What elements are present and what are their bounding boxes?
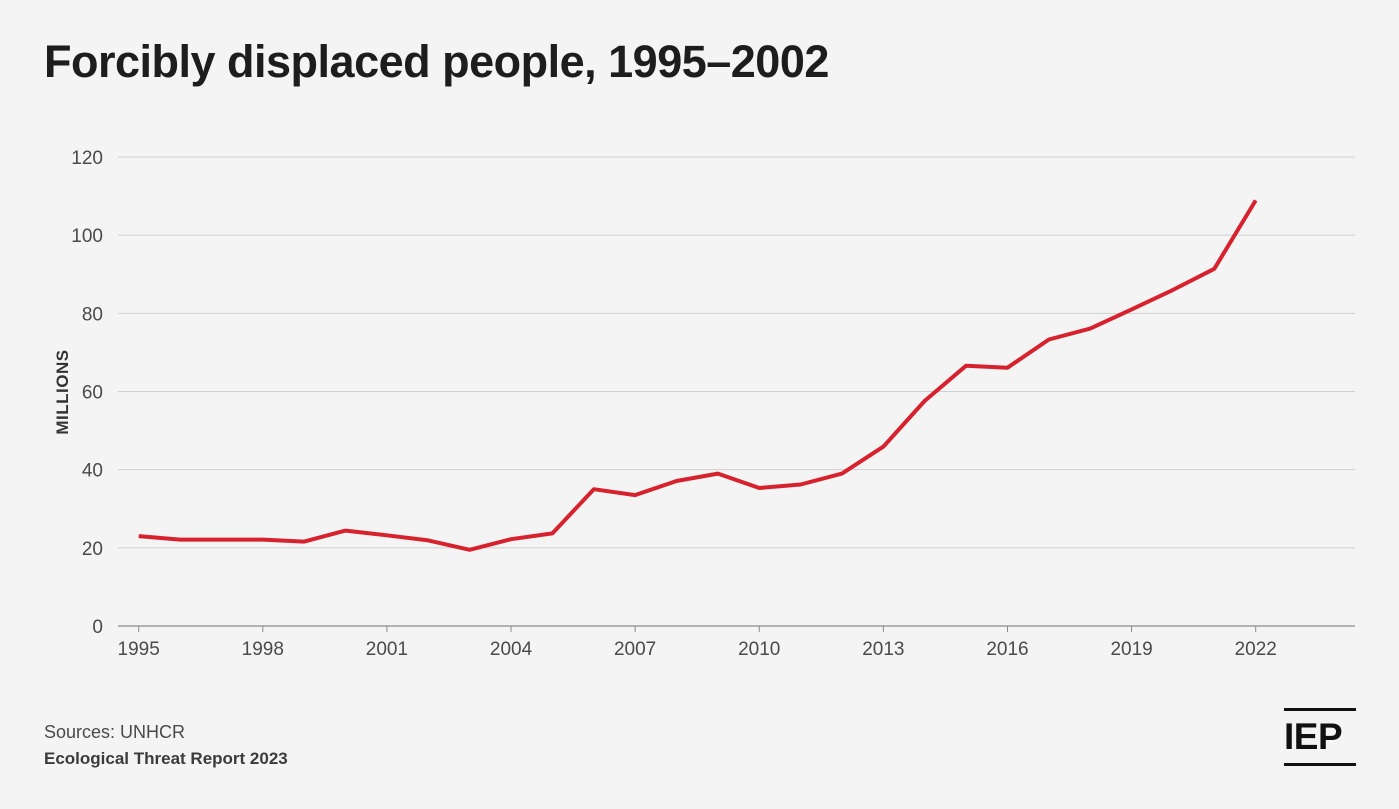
y-tick-label-60: 60 [82, 383, 103, 404]
x-tick-label-2013: 2013 [862, 639, 904, 660]
x-tick-label-2019: 2019 [1110, 639, 1152, 660]
logo-bottom-bar [1284, 763, 1356, 766]
y-tick-label-20: 20 [82, 539, 103, 560]
series-line-0 [138, 199, 1258, 552]
y-tick-label-120: 120 [71, 148, 103, 169]
iep-logo: IEP [1284, 708, 1356, 766]
logo-top-bar [1284, 708, 1356, 711]
y-tick-label-80: 80 [82, 304, 103, 325]
y-axis-label: MILLIONS [53, 349, 72, 434]
chart-title: Forcibly displaced people, 1995–2002 [44, 36, 829, 87]
x-tick-label-2001: 2001 [366, 639, 408, 660]
x-tick-label-2004: 2004 [490, 639, 533, 660]
y-tick-label-100: 100 [71, 226, 103, 247]
logo-text: IEP [1284, 716, 1343, 757]
x-tick-label-2007: 2007 [614, 639, 656, 660]
x-tick-label-2010: 2010 [738, 639, 780, 660]
y-tick-label-0: 0 [92, 617, 103, 638]
x-tick-label-1998: 1998 [242, 639, 284, 660]
gridlines [118, 156, 1355, 627]
x-axis-ticks: 1995 1998 2001 2004 2007 2010 2013 2016 2019 2022 [118, 626, 1277, 660]
source-note: Sources: UNHCR [44, 722, 186, 742]
y-axis-ticks: 0 20 40 60 80 100 120 [71, 148, 103, 638]
x-tick-label-1995: 1995 [118, 639, 160, 660]
x-tick-label-2016: 2016 [986, 639, 1028, 660]
x-tick-label-2022: 2022 [1235, 639, 1277, 660]
series-lines [138, 199, 1258, 552]
report-name: Ecological Threat Report 2023 [44, 749, 288, 768]
y-tick-label-40: 40 [82, 461, 103, 482]
